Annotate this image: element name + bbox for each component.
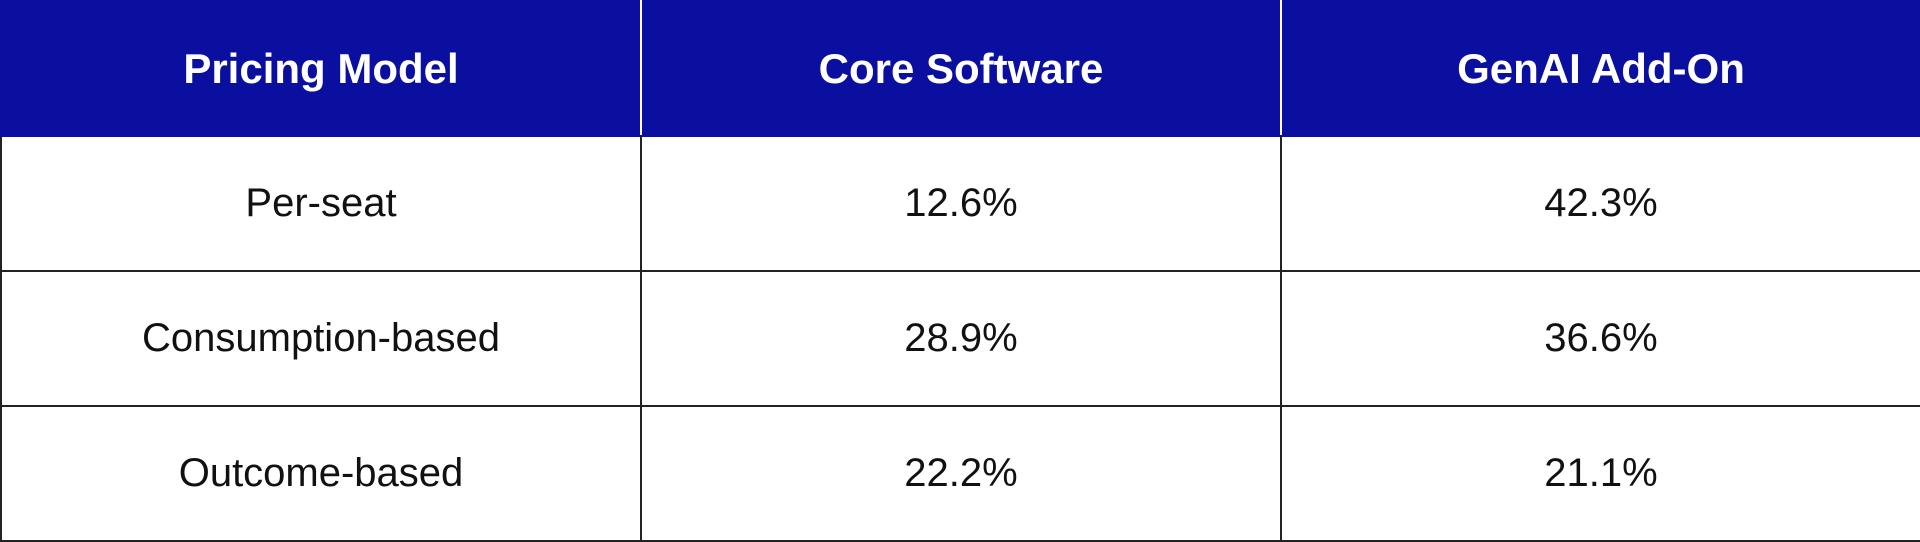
table-row: Per-seat 12.6% 42.3%	[0, 135, 1920, 272]
header-core-software: Core Software	[640, 0, 1282, 137]
cell-pricing-model: Outcome-based	[0, 405, 642, 542]
cell-pricing-model: Consumption-based	[0, 270, 642, 407]
header-genai-add-on: GenAI Add-On	[1280, 0, 1920, 137]
cell-pricing-model: Per-seat	[0, 135, 642, 272]
cell-genai-add-on: 36.6%	[1280, 270, 1920, 407]
header-pricing-model: Pricing Model	[0, 0, 642, 137]
cell-genai-add-on: 21.1%	[1280, 405, 1920, 542]
table-body: Per-seat 12.6% 42.3% Consumption-based 2…	[0, 135, 1920, 542]
table-row: Consumption-based 28.9% 36.6%	[0, 270, 1920, 407]
cell-core-software: 22.2%	[640, 405, 1282, 542]
cell-core-software: 28.9%	[640, 270, 1282, 407]
table-header: Pricing Model Core Software GenAI Add-On	[0, 0, 1920, 137]
cell-genai-add-on: 42.3%	[1280, 135, 1920, 272]
header-row: Pricing Model Core Software GenAI Add-On	[0, 0, 1920, 137]
cell-core-software: 12.6%	[640, 135, 1282, 272]
table-row: Outcome-based 22.2% 21.1%	[0, 405, 1920, 542]
